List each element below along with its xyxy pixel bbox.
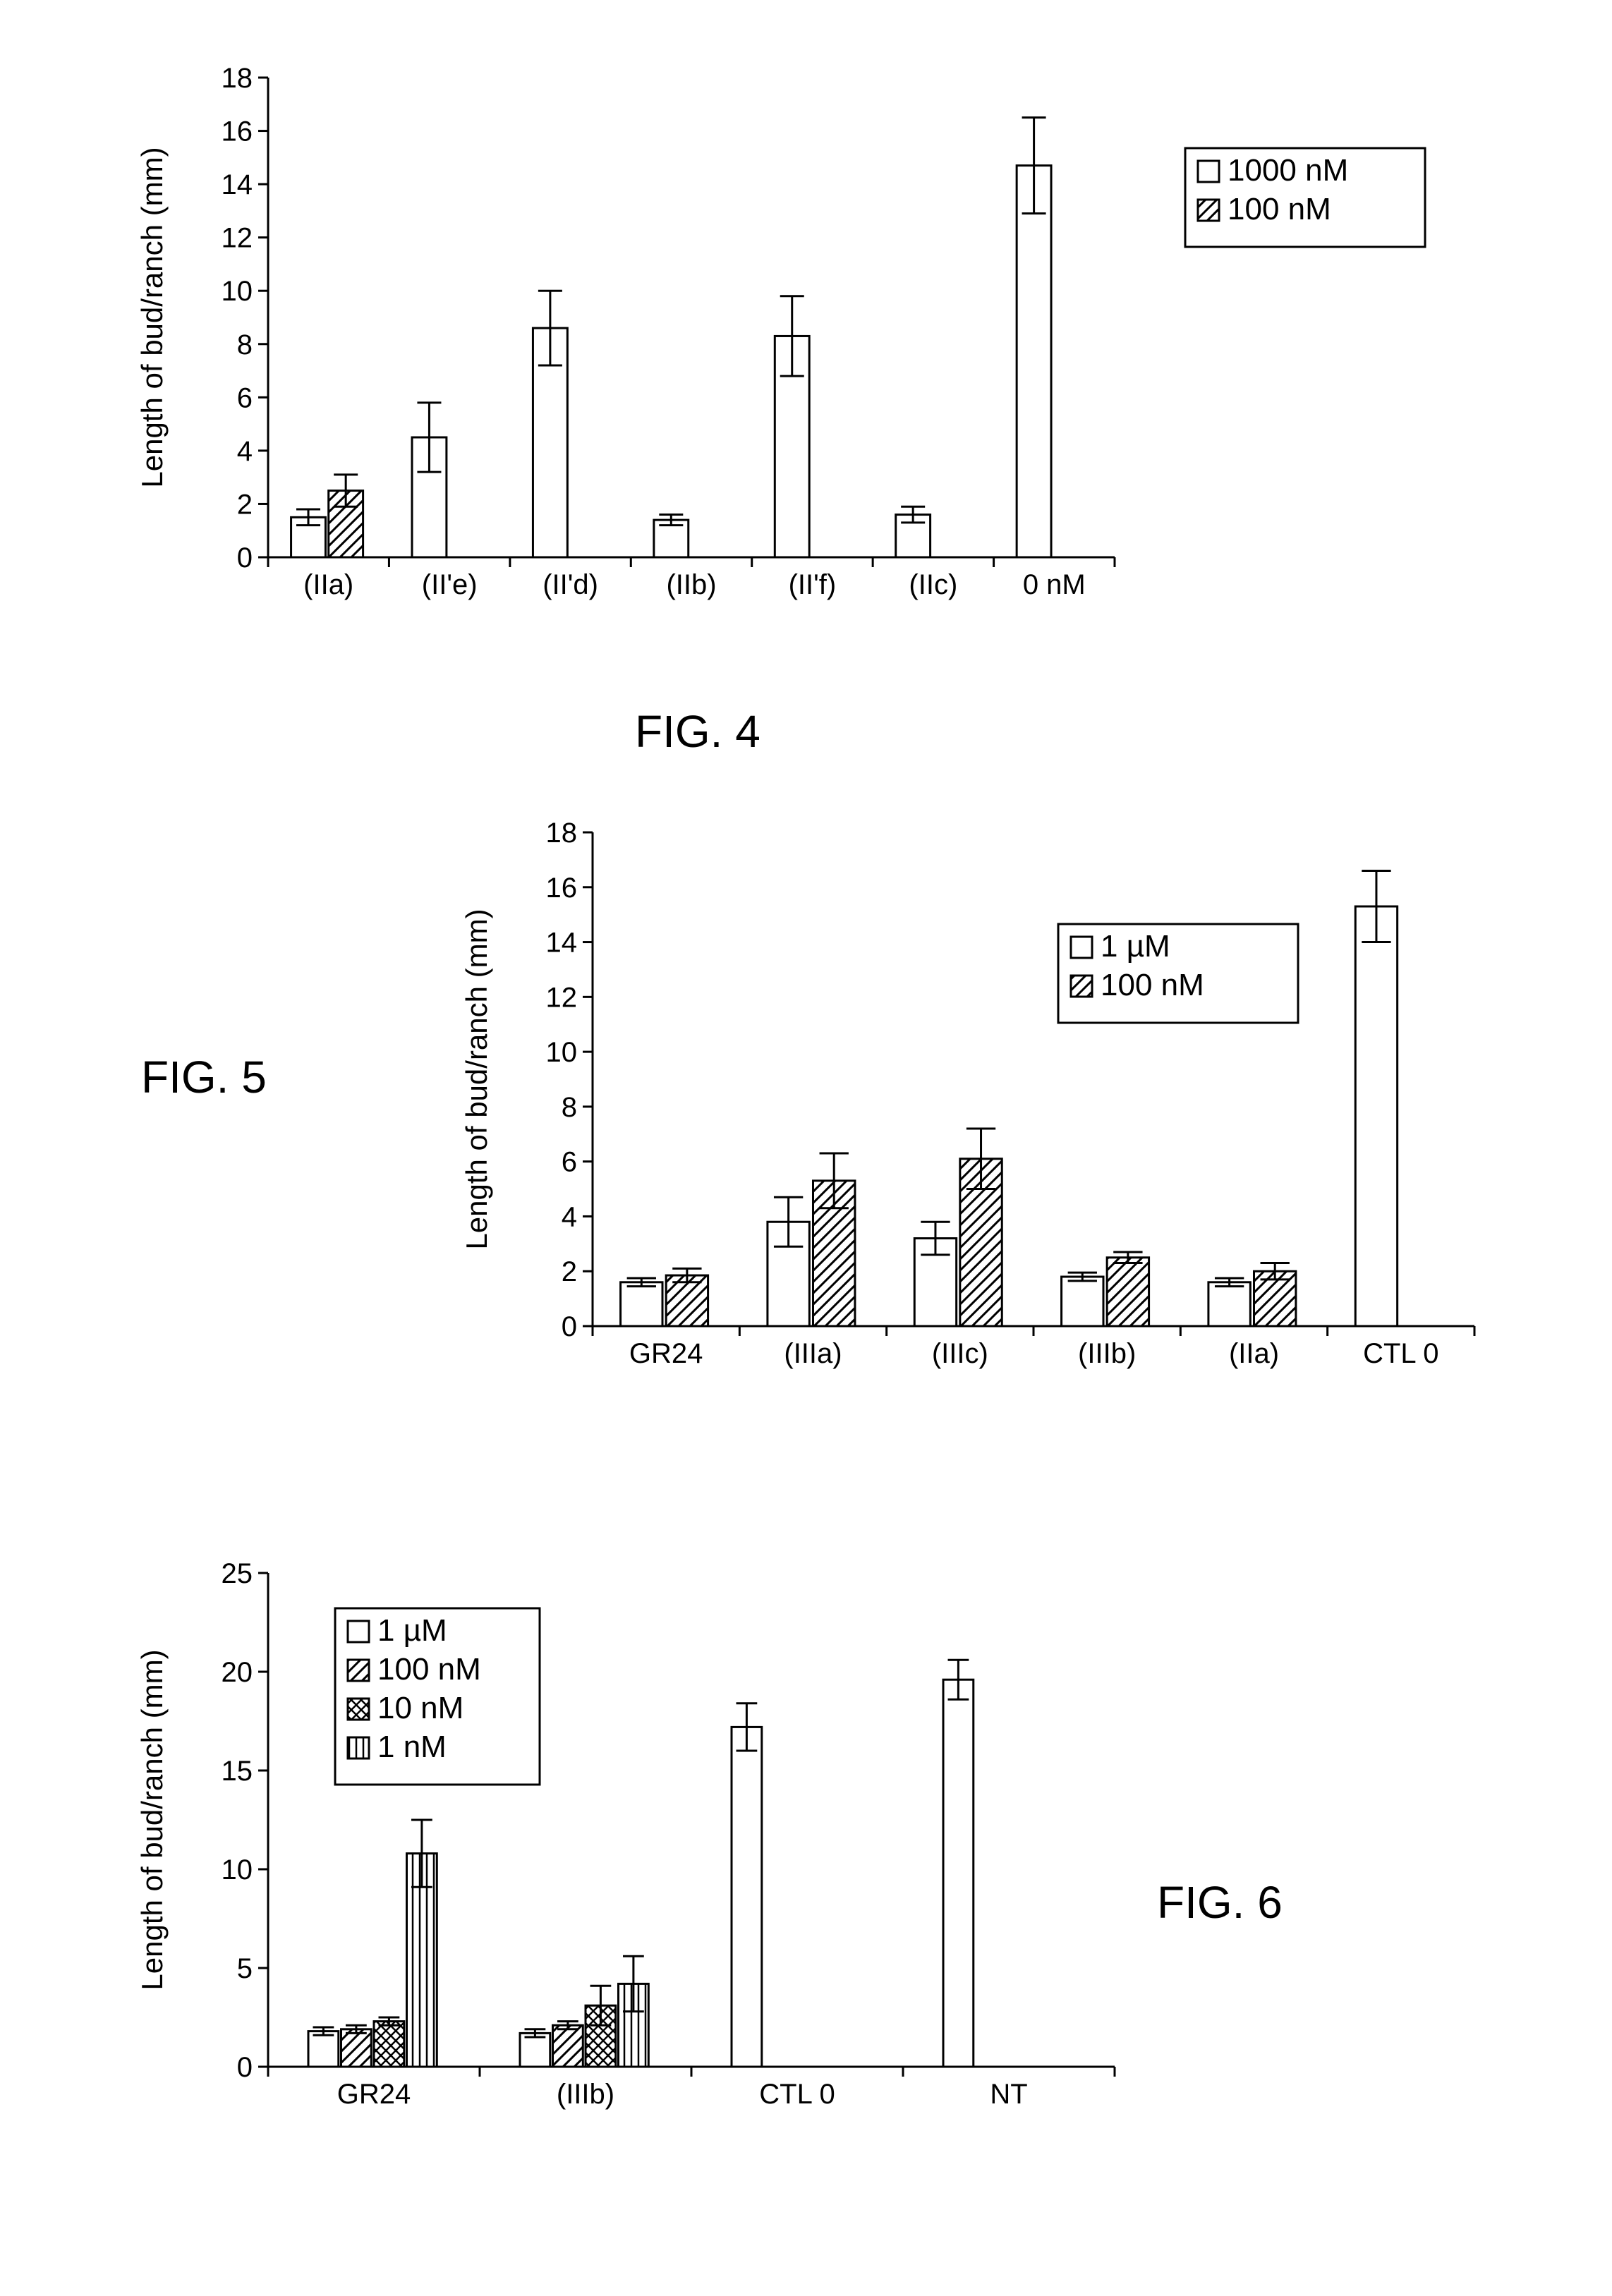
svg-text:(IIIa): (IIIa)	[784, 1338, 842, 1369]
figure-5-chart: 0 2 4 6 8 10 12 14 16 18 Length of bud/ranch (mm) G…	[437, 811, 1566, 1446]
svg-text:16: 16	[546, 873, 578, 904]
svg-text:NT: NT	[990, 2079, 1027, 2110]
svg-text:12: 12	[546, 982, 578, 1013]
svg-text:GR24: GR24	[629, 1338, 703, 1369]
svg-text:4: 4	[562, 1201, 577, 1232]
svg-text:Length of bud/ranch (mm): Length of bud/ranch (mm)	[135, 1649, 169, 1990]
svg-text:18: 18	[546, 818, 578, 849]
svg-text:1 µM: 1 µM	[377, 1613, 447, 1648]
svg-text:18: 18	[222, 63, 253, 94]
svg-text:10: 10	[546, 1037, 578, 1068]
figure-6-label: FIG. 6	[1157, 1876, 1283, 1928]
svg-text:10 nM: 10 nM	[377, 1691, 463, 1725]
svg-text:0 nM: 0 nM	[1023, 569, 1086, 600]
svg-text:(IIIb): (IIIb)	[557, 2079, 614, 2110]
svg-text:4: 4	[237, 436, 253, 467]
svg-text:100 nM: 100 nM	[1228, 192, 1331, 226]
svg-text:100 nM: 100 nM	[377, 1652, 481, 1687]
svg-text:1 nM: 1 nM	[377, 1730, 447, 1764]
svg-text:GR24: GR24	[337, 2079, 411, 2110]
svg-text:0: 0	[562, 1311, 577, 1342]
svg-text:100 nM: 100 nM	[1101, 968, 1204, 1002]
svg-text:2: 2	[237, 489, 253, 520]
figure-6-block: 0 5 10 15 20 25 Length of bud/ranch (mm) GR24 (I…	[85, 1552, 1496, 2187]
figure-4-label: FIG. 4	[635, 705, 760, 758]
svg-text:1 µM: 1 µM	[1101, 929, 1170, 964]
svg-text:8: 8	[237, 329, 253, 360]
svg-text:6: 6	[237, 382, 253, 413]
svg-text:(II'e): (II'e)	[422, 569, 478, 600]
svg-text:(II'f): (II'f)	[789, 569, 837, 600]
svg-text:(IIb): (IIb)	[666, 569, 716, 600]
svg-text:8: 8	[562, 1092, 577, 1123]
svg-text:CTL 0: CTL 0	[1363, 1338, 1438, 1369]
svg-text:10: 10	[222, 1854, 253, 1885]
svg-text:2: 2	[562, 1256, 577, 1287]
svg-text:0: 0	[237, 2052, 253, 2083]
svg-text:14: 14	[222, 169, 253, 200]
svg-text:25: 25	[222, 1558, 253, 1589]
svg-text:Length of bud/ranch (mm): Length of bud/ranch (mm)	[460, 909, 493, 1249]
figure-4-block: 0 2 4 6 8 10 12 14 16 18 Length of bud/ranch (mm) (…	[85, 56, 1496, 677]
svg-text:20: 20	[222, 1657, 253, 1688]
svg-text:5: 5	[237, 1953, 253, 1984]
svg-text:16: 16	[222, 116, 253, 147]
figure-5-block: 0 2 4 6 8 10 12 14 16 18 Length of bud/ranch (mm) G…	[437, 811, 1566, 1446]
svg-text:6: 6	[562, 1147, 577, 1178]
svg-text:CTL 0: CTL 0	[759, 2079, 835, 2110]
svg-text:(IIa): (IIa)	[303, 569, 353, 600]
svg-text:(II'd): (II'd)	[543, 569, 598, 600]
svg-text:Length of bud/ranch (mm): Length of bud/ranch (mm)	[135, 147, 169, 487]
page: 0 2 4 6 8 10 12 14 16 18 Length of bud/ranch (mm) (…	[0, 0, 1612, 2296]
svg-text:(IIIb): (IIIb)	[1078, 1338, 1136, 1369]
svg-text:14: 14	[546, 928, 578, 959]
figure-4-chart: 0 2 4 6 8 10 12 14 16 18 Length of bud/ranch (mm) (…	[85, 56, 1496, 677]
svg-text:(IIc): (IIc)	[909, 569, 957, 600]
svg-text:(IIIc): (IIIc)	[932, 1338, 988, 1369]
svg-text:1000 nM: 1000 nM	[1228, 153, 1348, 188]
svg-text:15: 15	[222, 1756, 253, 1787]
svg-text:0: 0	[237, 542, 253, 573]
svg-text:10: 10	[222, 276, 253, 307]
svg-text:12: 12	[222, 223, 253, 254]
svg-text:(IIa): (IIa)	[1229, 1338, 1279, 1369]
figure-5-label: FIG. 5	[141, 1051, 267, 1103]
figure-6-chart: 0 5 10 15 20 25 Length of bud/ranch (mm) GR24 (I…	[85, 1552, 1496, 2187]
